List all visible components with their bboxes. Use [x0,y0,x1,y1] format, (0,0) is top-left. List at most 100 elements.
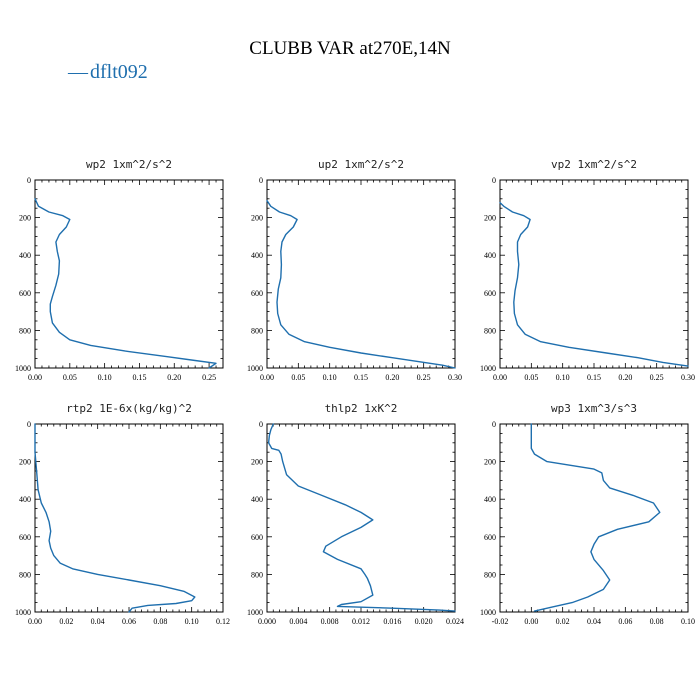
x-tick-label: 0.08 [650,617,664,626]
panels-grid: wp2 1xm^2/s^2 0.00 0.05 0.10 0.15 0.20 0.25 0 20… [15,158,695,626]
x-tick-label: 0.012 [352,617,370,626]
series-line-dflt092 [267,423,456,612]
y-tick-label: 0 [27,420,31,429]
x-tick-label: 0.024 [446,617,464,626]
y-tick-label: 800 [251,326,263,335]
panel-2: up2 1xm^2/s^2 0.00 0.05 0.10 0.15 0.20 0.25 0.3… [247,158,462,382]
legend-entry-label: dflt092 [90,61,148,83]
y-tick-label: 800 [484,570,496,579]
y-tick-label: 200 [19,214,31,223]
y-tick-label: 800 [251,570,263,579]
y-tick-label: 600 [484,289,496,298]
x-tick-label: 0.15 [132,373,146,382]
y-tick-label: 800 [19,326,31,335]
series-line-dflt092 [499,201,689,367]
x-tick-label: 0.10 [323,373,337,382]
y-tick-label: 600 [251,533,263,542]
x-tick-label: 0.10 [185,617,199,626]
y-tick-label: 600 [19,533,31,542]
y-tick-label: 600 [19,289,31,298]
x-tick-label: 0.02 [59,617,73,626]
y-tick-label: 1000 [480,608,496,617]
x-tick-label: 0.12 [216,617,230,626]
y-tick-label: 200 [251,458,263,467]
legend-marker: — [67,61,89,83]
panel-3: vp2 1xm^2/s^2 0.00 0.05 0.10 0.15 0.20 0.25 0.3… [480,158,695,382]
y-tick-label: 0 [259,176,263,185]
y-tick-label: 1000 [15,364,31,373]
y-tick-label: 1000 [247,364,263,373]
y-tick-label: 0 [259,420,263,429]
y-tick-label: 200 [484,458,496,467]
y-tick-label: 200 [251,214,263,223]
x-tick-label: 0.05 [291,373,305,382]
x-tick-label: 0.04 [91,617,105,626]
x-tick-label: 0.00 [260,373,274,382]
x-tick-label: 0.05 [63,373,77,382]
series-line-dflt092 [266,199,456,369]
x-tick-label: -0.02 [492,617,509,626]
x-tick-label: 0.016 [383,617,401,626]
panel-title: up2 1xm^2/s^2 [318,158,404,171]
x-tick-label: 0.000 [258,617,276,626]
y-tick-label: 600 [484,533,496,542]
y-tick-label: 600 [251,289,263,298]
y-tick-label: 1000 [480,364,496,373]
x-tick-label: 0.15 [354,373,368,382]
x-tick-label: 0.20 [385,373,399,382]
panel-1: wp2 1xm^2/s^2 0.00 0.05 0.10 0.15 0.20 0.25 0 20… [15,158,224,382]
main-title: CLUBB VAR at270E,14N [249,38,451,59]
x-tick-label: 0.30 [681,373,695,382]
panel-title: wp3 1xm^3/s^3 [551,402,637,415]
y-tick-label: 200 [484,214,496,223]
x-tick-label: 0.10 [681,617,695,626]
x-tick-label: 0.00 [493,373,507,382]
y-tick-label: 0 [492,176,496,185]
x-tick-label: 0.10 [556,373,570,382]
x-tick-label: 0.25 [650,373,664,382]
y-tick-label: 200 [19,458,31,467]
legend: — dflt092 [67,61,148,83]
y-tick-label: 800 [484,326,496,335]
y-tick-label: 0 [492,420,496,429]
panel-title: rtp2 1E-6x(kg/kg)^2 [66,402,192,415]
x-tick-label: 0.02 [556,617,570,626]
x-tick-label: 0.06 [122,617,136,626]
y-tick-label: 400 [251,495,263,504]
y-tick-label: 1000 [247,608,263,617]
panel-title: wp2 1xm^2/s^2 [86,158,172,171]
x-tick-label: 0.00 [28,617,42,626]
panel-title: thlp2 1xK^2 [325,402,398,415]
series-line-dflt092 [530,423,661,612]
y-tick-label: 400 [484,495,496,504]
panel-title: vp2 1xm^2/s^2 [551,158,637,171]
x-tick-label: 0.06 [618,617,632,626]
y-tick-label: 800 [19,570,31,579]
y-tick-label: 400 [484,251,496,260]
y-tick-label: 1000 [15,608,31,617]
x-tick-label: 0.30 [448,373,462,382]
x-tick-label: 0.04 [587,617,601,626]
y-tick-label: 400 [251,251,263,260]
x-tick-label: 0.25 [202,373,216,382]
y-tick-label: 0 [27,176,31,185]
x-tick-label: 0.008 [321,617,339,626]
y-tick-label: 400 [19,251,31,260]
series-line-dflt092 [34,423,196,613]
x-tick-label: 0.20 [618,373,632,382]
x-tick-label: 0.10 [98,373,112,382]
panel-4: rtp2 1E-6x(kg/kg)^2 0.00 0.02 0.04 0.06 0.08 0… [15,402,230,626]
x-tick-label: 0.004 [289,617,307,626]
x-tick-label: 0.20 [167,373,181,382]
x-tick-label: 0.00 [28,373,42,382]
panel-5: thlp2 1xK^2 0.000 0.004 0.008 0.012 0.016 0.02… [247,402,464,626]
x-tick-label: 0.08 [153,617,167,626]
x-tick-label: 0.15 [587,373,601,382]
x-tick-label: 0.020 [415,617,433,626]
series-line-dflt092 [34,198,217,369]
panel-6: wp3 1xm^3/s^3 -0.02 0.00 0.02 0.04 0.06 0.08 0.… [480,402,695,626]
y-tick-label: 400 [19,495,31,504]
x-tick-label: 0.25 [417,373,431,382]
